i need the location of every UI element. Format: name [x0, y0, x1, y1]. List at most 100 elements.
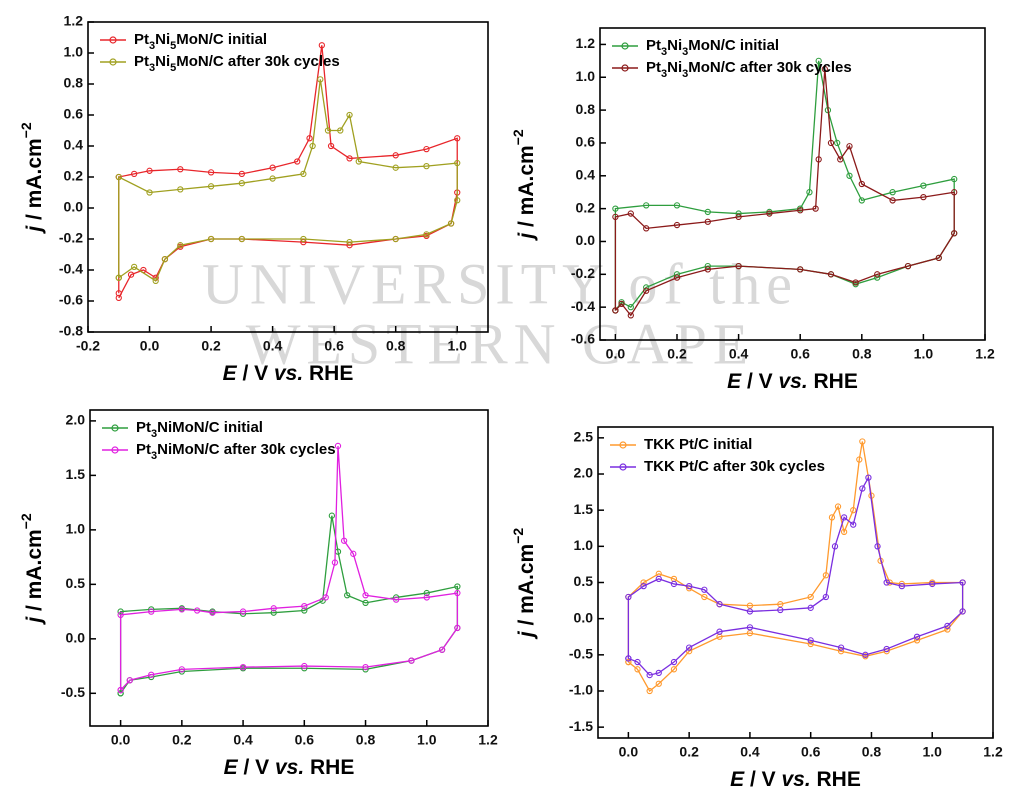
data-point	[423, 594, 430, 601]
data-point	[852, 279, 859, 286]
x-tick-label: 1.0	[914, 346, 934, 362]
x-tick-label: 0.4	[263, 338, 283, 354]
data-point	[126, 677, 133, 684]
legend-marker	[111, 424, 119, 432]
x-tick-label: 0.4	[729, 346, 749, 362]
data-point	[834, 139, 841, 147]
y-tick-label: 0.4	[576, 166, 596, 182]
data-point	[655, 669, 662, 677]
data-point	[837, 648, 845, 655]
legend-marker	[621, 42, 629, 50]
y-tick-label: -0.4	[59, 261, 83, 277]
x-tick-label: 0.2	[667, 346, 687, 362]
data-point	[670, 658, 678, 666]
data-point	[423, 589, 430, 597]
data-point	[746, 624, 754, 631]
data-point	[294, 158, 301, 165]
data-point	[815, 156, 822, 163]
x-tick-label: 0.6	[295, 732, 315, 748]
x-axis-label: E / V vs. RHE	[730, 768, 861, 787]
data-point	[117, 686, 124, 694]
data-point	[859, 438, 866, 445]
data-point	[625, 658, 632, 666]
data-point	[334, 442, 342, 450]
data-point	[686, 644, 693, 651]
y-tick-label: 1.0	[64, 44, 84, 60]
legend-label: Pt3Ni3MoN/C initial	[646, 37, 779, 58]
data-point	[746, 629, 754, 637]
x-tick-label: 0.8	[356, 732, 376, 748]
y-tick-label: 0.5	[574, 573, 594, 589]
data-point	[822, 593, 830, 601]
data-point	[834, 503, 842, 510]
y-tick-label: -0.2	[59, 230, 83, 246]
y-axis-label: j / mA.cm−2	[510, 129, 538, 242]
x-axis-label: E / V vs. RHE	[224, 756, 355, 779]
data-point	[640, 579, 647, 586]
x-tick-label: 0.8	[386, 338, 406, 354]
data-point	[704, 262, 711, 270]
data-point	[447, 220, 455, 227]
y-tick-label: -0.2	[571, 265, 595, 281]
data-point	[673, 274, 681, 281]
y-tick-label: 0.2	[64, 168, 84, 184]
panel: 0.0 0.2 0.4 0.6 0.8 1.0 1.2 -0.5 0.0 0.5 1.0 1.5 2.0…	[18, 409, 498, 779]
data-point	[238, 170, 245, 178]
data-point	[625, 593, 632, 601]
y-tick-label: -0.5	[61, 684, 85, 700]
legend-label: Pt3Ni5MoN/C initial	[134, 31, 267, 52]
data-point	[883, 645, 890, 653]
data-point	[618, 300, 625, 308]
data-point	[716, 628, 723, 635]
data-point	[670, 580, 678, 588]
x-tick-label: 0.6	[801, 744, 821, 760]
y-tick-label: 0.0	[574, 609, 594, 625]
data-point	[951, 189, 958, 196]
x-tick-label: 1.2	[983, 744, 1003, 760]
data-point	[454, 197, 461, 204]
data-point	[115, 173, 122, 181]
data-point	[177, 186, 184, 193]
data-point	[686, 582, 693, 590]
data-point	[646, 687, 653, 695]
data-point	[850, 521, 857, 528]
legend-marker	[109, 58, 117, 66]
data-point	[951, 230, 958, 237]
y-tick-label: 2.5	[574, 429, 594, 445]
data-point	[913, 633, 921, 640]
data-point	[643, 225, 650, 232]
plot-frame	[599, 27, 986, 341]
data-point	[115, 290, 122, 297]
data-point	[704, 266, 711, 273]
data-point	[766, 210, 773, 217]
data-point	[959, 579, 966, 586]
data-point	[929, 580, 936, 588]
data-point	[454, 135, 461, 142]
y-tick-label: 0.4	[64, 137, 84, 153]
data-point	[701, 586, 708, 593]
data-point	[337, 127, 344, 134]
data-point	[831, 543, 839, 550]
data-point	[612, 205, 619, 212]
data-point	[117, 690, 124, 697]
data-point	[704, 218, 711, 225]
data-point	[346, 155, 353, 162]
data-point	[270, 609, 277, 616]
y-tick-label: 2.0	[66, 412, 86, 428]
data-point	[340, 537, 348, 544]
data-point	[837, 156, 844, 163]
data-point	[859, 485, 866, 492]
data-point	[148, 608, 155, 615]
data-point	[889, 189, 896, 196]
data-point	[362, 592, 369, 599]
data-point	[362, 599, 369, 607]
data-point	[858, 180, 865, 188]
data-point	[117, 608, 124, 615]
y-tick-label: -0.5	[569, 646, 593, 662]
data-point	[350, 550, 357, 557]
data-point	[655, 680, 662, 687]
y-tick-label: 0.8	[576, 101, 596, 117]
data-point	[300, 235, 307, 243]
data-point	[344, 592, 351, 599]
